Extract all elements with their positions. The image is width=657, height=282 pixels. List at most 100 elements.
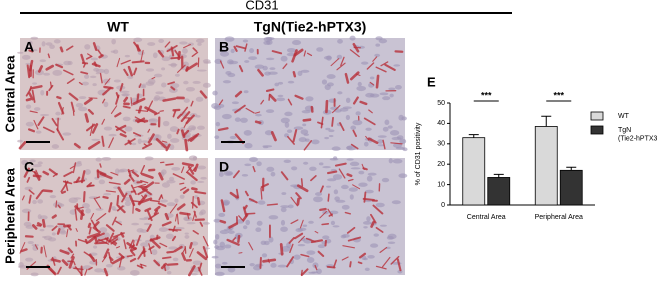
nucleus	[124, 200, 131, 207]
vessel	[161, 221, 172, 227]
vessel	[288, 237, 295, 244]
nucleus	[139, 229, 148, 233]
vessel	[136, 44, 140, 52]
vessel	[70, 101, 75, 113]
vessel	[186, 212, 190, 220]
vessel	[86, 123, 96, 132]
nucleus	[399, 138, 407, 144]
vessel	[260, 99, 265, 105]
vessel	[179, 182, 185, 185]
nucleus	[45, 42, 53, 46]
nucleus	[243, 90, 249, 94]
nucleus	[89, 75, 97, 79]
vessel	[352, 129, 357, 137]
vessel	[319, 210, 327, 219]
vessel	[248, 241, 254, 251]
nucleus	[302, 161, 309, 165]
nucleus	[47, 237, 57, 242]
nucleus	[345, 114, 351, 120]
nucleus	[191, 241, 199, 246]
vessel	[146, 223, 152, 232]
vessel	[37, 65, 44, 73]
nucleus	[161, 67, 166, 71]
nucleus	[286, 129, 293, 133]
significance-label: ***	[481, 90, 492, 100]
nucleus	[398, 173, 408, 179]
vessel	[310, 175, 317, 182]
nucleus	[119, 90, 130, 93]
nucleus	[95, 208, 104, 211]
nucleus	[169, 176, 175, 181]
nucleus	[179, 194, 185, 199]
vessel	[21, 195, 25, 201]
nucleus	[32, 164, 42, 168]
nucleus	[219, 229, 229, 235]
nucleus	[297, 70, 303, 77]
vessel	[102, 86, 112, 96]
nucleus	[261, 253, 268, 258]
vessel	[375, 74, 380, 89]
nucleus	[28, 40, 33, 46]
nucleus	[213, 218, 221, 223]
nucleus	[161, 82, 167, 88]
nucleus	[90, 57, 99, 61]
nucleus	[346, 158, 354, 161]
vessel	[365, 135, 370, 141]
vessel	[28, 194, 32, 204]
vessel	[218, 99, 224, 106]
nucleus	[334, 196, 340, 202]
nucleus	[46, 224, 54, 228]
nucleus	[269, 67, 276, 71]
nucleus	[29, 159, 36, 163]
vessel	[193, 163, 199, 172]
nucleus	[161, 182, 171, 188]
nucleus	[375, 43, 381, 47]
vessel	[116, 205, 124, 212]
vessel	[293, 232, 304, 240]
nucleus	[291, 166, 298, 171]
nucleus	[55, 111, 61, 116]
vessel	[149, 199, 160, 203]
bar	[487, 177, 511, 206]
vessel	[56, 128, 65, 141]
vessel	[102, 195, 109, 200]
vessel	[182, 129, 190, 137]
nucleus	[324, 136, 330, 140]
nucleus	[321, 79, 328, 85]
vessel	[59, 46, 64, 53]
nucleus	[293, 254, 301, 260]
vessel	[33, 119, 39, 130]
nucleus	[195, 38, 205, 44]
nucleus	[287, 204, 294, 209]
vessel	[146, 210, 153, 222]
vessel	[163, 263, 167, 272]
nucleus	[192, 80, 201, 84]
bar-chart: E % of CD31 positivity 0 10 20 30 40 50 Central …	[415, 74, 657, 220]
nucleus	[364, 267, 370, 272]
vessel	[75, 228, 78, 232]
vessel	[102, 98, 106, 104]
vessel	[135, 207, 141, 212]
nucleus	[367, 254, 375, 259]
error-bar	[493, 173, 504, 178]
nucleus	[124, 126, 133, 132]
nucleus	[192, 260, 202, 266]
nucleus	[39, 228, 45, 232]
vessel	[87, 140, 101, 150]
vessel	[190, 100, 194, 107]
nucleus	[186, 221, 196, 225]
nucleus	[286, 47, 296, 53]
vessel	[130, 97, 133, 107]
vessel	[48, 168, 58, 176]
vessel	[244, 190, 249, 197]
vessel	[375, 265, 387, 270]
nucleus	[147, 78, 156, 85]
vessel	[295, 192, 302, 200]
nucleus	[254, 64, 265, 69]
nucleus	[326, 178, 337, 182]
nucleus	[387, 233, 397, 240]
nucleus	[366, 216, 371, 222]
nucleus	[40, 89, 45, 96]
vessel	[137, 194, 148, 206]
